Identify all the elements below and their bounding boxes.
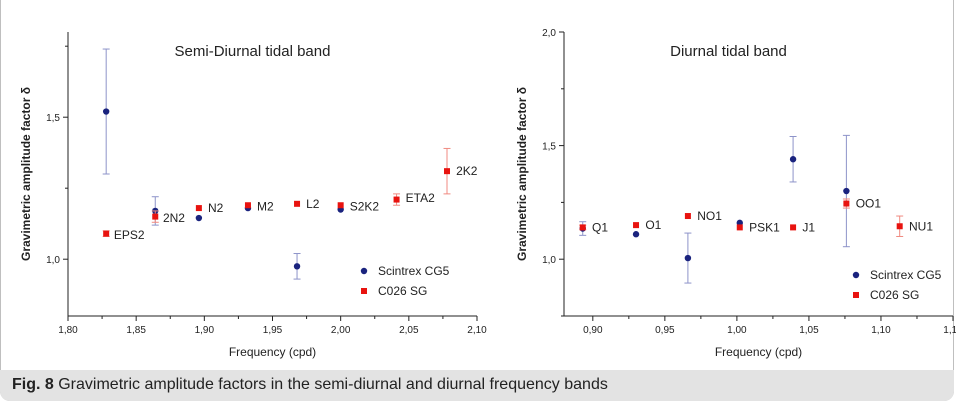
data-point-sg [843,200,850,207]
data-point-sg [152,213,159,220]
legend-marker-sg [853,292,859,298]
point-annotation: J1 [802,220,815,234]
point-annotation: NO1 [697,209,722,223]
legend-label: Scintrex CG5 [870,268,942,282]
data-point-sg [294,200,301,207]
data-point-sg [684,213,691,220]
y-tick-label: 2,0 [542,28,556,39]
y-tick-label: 1,0 [46,255,60,266]
y-axis-label: Gravimetric amplitude factor δ [19,87,33,261]
point-annotation: 2N2 [163,211,185,225]
point-annotation: ETA2 [406,191,435,205]
x-tick-label: 1,10 [871,325,891,336]
point-annotation: EPS2 [114,228,145,242]
semi-diurnal-chart: 1,80 1,85 1,90 1,95 2,00 2,05 2,10 1,0 1,5 Semi-D… [19,32,487,359]
y-tick-label: 1,5 [46,113,60,124]
x-tick-label: 2,05 [399,325,419,336]
point-annotation: 2K2 [456,164,478,178]
data-point-scintrex [843,187,850,195]
x-tick-label: 2,00 [331,325,351,336]
data-point-scintrex [789,156,797,163]
data-point-scintrex [102,108,110,115]
legend-label: C026 SG [870,288,919,302]
legend-label: C026 SG [378,284,427,298]
figure-label: Fig. 8 [12,376,54,393]
data-point-scintrex [195,214,203,222]
y-tick-label: 1,0 [542,255,556,266]
x-tick-label: 1,15 [943,325,956,336]
point-annotation: M2 [257,200,274,214]
x-tick-label: 1,00 [727,325,747,336]
x-axis-label: Frequency (cpd) [715,345,802,359]
data-point-sg [337,202,344,209]
x-tick-label: 0,95 [655,325,675,336]
y-tick-label: 1,5 [542,142,556,153]
data-point-sg [244,202,251,209]
point-annotation: NU1 [909,219,933,233]
legend-marker-sg [361,288,367,294]
data-point-sg [579,224,586,231]
point-annotation: Q1 [592,220,608,234]
x-tick-label: 1,95 [263,325,283,336]
data-point-sg [393,196,400,203]
point-annotation: O1 [645,218,661,232]
data-point-sg [633,222,640,229]
point-annotation: L2 [306,197,320,211]
data-point-scintrex [684,254,692,262]
point-annotation: OO1 [856,197,882,211]
point-annotation: N2 [208,201,224,215]
x-axis-label: Frequency (cpd) [229,345,316,359]
data-point-sg [736,224,743,231]
data-point-sg [103,230,110,237]
chart-title: Diurnal tidal band [670,43,787,60]
x-tick-label: 1,80 [58,325,78,336]
x-tick-label: 2,10 [467,325,487,336]
y-axis-label: Gravimetric amplitude factor δ [515,87,529,261]
data-point-sg [444,168,451,175]
x-tick-label: 1,05 [799,325,819,336]
x-tick-label: 0,90 [583,325,603,336]
data-point-sg [790,224,797,231]
data-point-sg [195,205,202,212]
data-point-scintrex [293,263,301,270]
point-annotation: S2K2 [350,200,380,214]
figure-caption: Fig. 8 Gravimetric amplitude factors in … [12,376,608,394]
point-annotation: PSK1 [749,220,780,234]
caption-bar [0,370,954,401]
chart-title: Semi-Diurnal tidal band [175,43,331,60]
figure-canvas: 1,80 1,85 1,90 1,95 2,00 2,05 2,10 1,0 1,5 Semi-D… [19,28,956,359]
figure-caption-text: Gravimetric amplitude factors in the sem… [58,376,608,393]
diurnal-chart: 0,90 0,95 1,00 1,05 1,10 1,15 1,0 1,5 2,0 Diurnal… [515,28,956,359]
x-tick-label: 1,85 [126,325,146,336]
data-point-scintrex [632,231,640,238]
data-point-sg [896,223,903,230]
x-tick-label: 1,90 [195,325,215,336]
legend-label: Scintrex CG5 [378,264,450,278]
legend-marker-scintrex [360,267,368,275]
legend-marker-scintrex [852,271,860,279]
